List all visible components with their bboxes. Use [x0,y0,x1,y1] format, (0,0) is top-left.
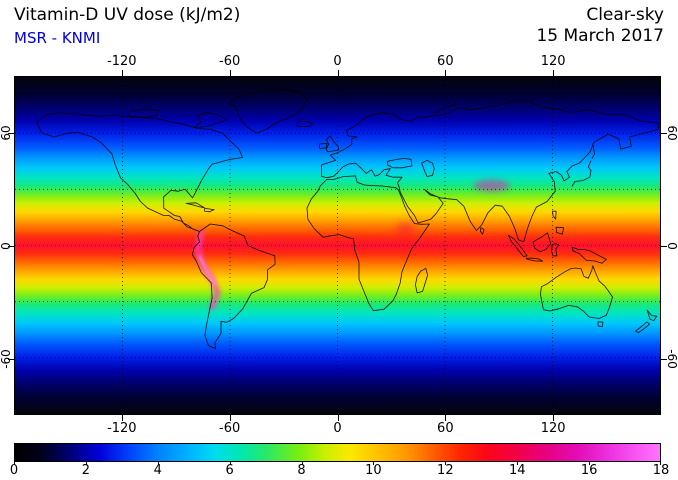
lat-tick-mark-left [8,132,14,134]
lon-tick-mark-bottom [445,415,447,421]
lon-tick-mark-top [445,70,447,76]
source-label: MSR - KNMI [14,29,101,47]
colorbar-tick-label: 12 [437,463,454,478]
colorbar-tick-label: 6 [225,463,234,478]
colorbar-tick-label: 16 [580,463,598,478]
lon-tick-label-bottom: 0 [333,421,342,436]
date-label: 15 March 2017 [536,26,664,46]
lon-tick-mark-bottom [229,415,231,421]
uv-dose-map-svg [15,77,660,414]
lon-tick-label-top: 60 [437,54,454,69]
colorbar-tick-mark [14,462,15,465]
uv-anomalies [194,179,510,311]
colorbar-tick-mark [85,462,87,465]
lon-tick-mark-top [121,70,123,76]
lon-tick-label-bottom: -60 [219,421,241,436]
colorbar-tick-label: 8 [297,463,306,478]
world-map [14,76,661,415]
lon-tick-label-top: 120 [540,54,566,69]
colorbar-tick-mark [445,462,447,465]
colorbar [14,443,661,462]
lon-tick-label-bottom: 120 [540,421,566,436]
graticule [15,77,660,414]
lon-tick-mark-top [337,70,339,76]
colorbar-tick-mark [157,462,159,465]
lon-tick-label-bottom: 60 [437,421,454,436]
colorbar-tick-label: 10 [365,463,382,478]
colorbar-tick-mark [301,462,303,465]
lon-tick-mark-bottom [121,415,123,421]
colorbar-tick-label: 4 [153,463,162,478]
header-right: Clear-sky 15 March 2017 [536,5,664,47]
colorbar-tick-mark [373,462,375,465]
lon-tick-label-top: -60 [219,54,241,69]
lat-tick-mark-left [8,358,14,360]
colorbar-tick-label: 14 [508,463,526,478]
lon-tick-mark-top [553,70,555,76]
colorbar-tick-mark [517,462,519,465]
coastlines [36,88,659,349]
lon-tick-label-top: -120 [107,54,137,69]
colorbar-tick-mark [589,462,591,465]
lat-tick-mark-left [8,245,14,247]
lon-tick-mark-bottom [337,415,339,421]
colorbar-tick-label: 0 [9,463,19,478]
colorbar-tick-mark [660,462,661,465]
colorbar-tick-mark [229,462,231,465]
colorbar-tick-label: 18 [652,463,670,478]
lat-tick-mark-right [661,132,667,134]
lat-tick-mark-right [661,245,667,247]
lon-tick-label-bottom: -120 [107,421,137,436]
lon-tick-mark-top [229,70,231,76]
lat-tick-mark-right [661,358,667,360]
condition-label: Clear-sky [586,5,664,25]
colorbar-tick-label: 2 [81,463,91,478]
lon-tick-label-top: 0 [333,54,342,69]
lon-tick-mark-bottom [553,415,555,421]
page-title: Vitamin-D UV dose (kJ/m2) [14,5,241,25]
